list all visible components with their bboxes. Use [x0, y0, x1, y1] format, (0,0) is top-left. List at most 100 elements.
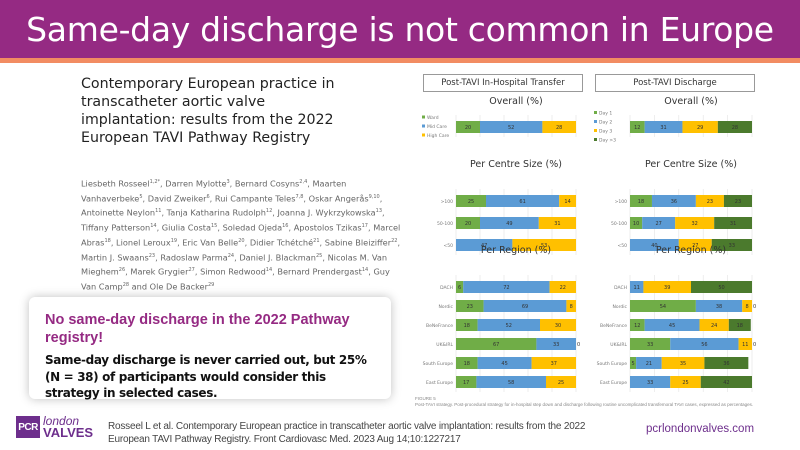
data-label: 31 [660, 125, 666, 131]
author-affiliation: 23 [148, 252, 156, 259]
author-affiliation: 22 [391, 237, 398, 244]
data-label: 40 [651, 243, 657, 249]
author-affiliation: 11 [155, 208, 162, 215]
figure-caption-text: Post-TAVI strategy. Post-procedural stra… [415, 402, 754, 407]
transfer-chart: Overall (%) 20 52 28 Per Centre Size (%) >100… [422, 96, 580, 392]
category-label: East Europe [426, 380, 453, 386]
discharge-chart: Overall (%) 12 31 29 28 Per Centre Size (%) >1… [594, 96, 756, 392]
data-label: 22 [560, 285, 566, 291]
bar-segment-mid-care [536, 338, 576, 350]
accent-divider [0, 58, 800, 63]
author-affiliation: 3 [226, 179, 230, 185]
discharge-panel-title: Post-TAVI Discharge [595, 74, 755, 92]
author-name: Martin J. Swaans [81, 252, 149, 263]
legend-label: High Care [427, 133, 449, 139]
bar-segment-mid-care [483, 300, 567, 312]
bar-segment-high-care [559, 195, 576, 207]
author-name: Eric Van Belle [182, 237, 239, 248]
data-label: 36 [723, 361, 729, 367]
legend-swatch [594, 120, 597, 123]
bar-segment-day-3 [717, 121, 752, 133]
category-label: UK&IRL [610, 342, 627, 348]
legend-label: Day >3 [599, 137, 616, 143]
author-name: Lionel Leroux [116, 237, 171, 248]
data-label: 27 [655, 221, 661, 227]
bar-segment-high-care [549, 281, 576, 293]
bar-segment-day-3 [704, 357, 749, 369]
paper-title: Contemporary European practice in transc… [81, 76, 335, 146]
data-label: 28 [556, 125, 562, 131]
category-label: DACH [440, 285, 453, 291]
bar-segment-day-3 [691, 281, 752, 293]
data-label: 33 [647, 380, 653, 386]
data-label: 33 [729, 243, 735, 249]
bar-segment-day-3 [678, 239, 712, 251]
logo-pcr-mark: PCR [16, 416, 40, 438]
website-link[interactable]: pcrlondonvalves.com [646, 423, 755, 435]
data-label: 45 [669, 323, 675, 329]
bar-segment-day-1 [630, 319, 645, 331]
subchart-title: Per Region (%) [481, 245, 551, 256]
data-label: 5 [631, 361, 634, 367]
bar-segment-ward [456, 217, 480, 229]
category-label: East Europe [600, 380, 627, 386]
data-label: 47 [481, 243, 487, 249]
data-label: 30 [555, 323, 561, 329]
data-label: 18 [737, 323, 743, 329]
bar-segment-day-3 [661, 357, 705, 369]
category-label: South Europe [597, 361, 628, 367]
data-label: 56 [701, 342, 707, 348]
data-label: 33 [647, 342, 653, 348]
data-label: 35 [680, 361, 686, 367]
data-label: 72 [503, 285, 509, 291]
data-label: 32 [691, 221, 697, 227]
bar-segment-ward [456, 281, 464, 293]
author-affiliation: 17 [361, 223, 368, 230]
data-label: 28 [732, 125, 738, 131]
category-label: >100 [441, 199, 453, 205]
author-affiliation: 24 [227, 252, 235, 259]
author-name: Oskar Angerås [308, 193, 369, 204]
bar-segment-mid-care [486, 195, 560, 207]
bar-segment-day-3 [738, 338, 752, 350]
category-label: 50-100 [437, 221, 453, 227]
subchart-title: Overall (%) [664, 96, 717, 107]
bar-segment-day-2 [642, 217, 676, 229]
bar-segment-ward [456, 121, 480, 133]
author-name: Darren Mylotte [165, 178, 227, 189]
data-label: 23 [707, 199, 713, 205]
author-affiliation: 14 [265, 267, 273, 274]
author-list: Liesbeth Rosseel1,2*, Darren Mylotte3, B… [81, 178, 401, 292]
pcr-london-valves-logo: PCR london VALVES [16, 414, 93, 439]
data-label: 8 [746, 304, 749, 310]
author-name: Guy Van Camp [81, 267, 390, 292]
key-finding-callout: No same-day discharge in the 2022 Pathwa… [29, 297, 391, 400]
author-name: Apostolos Tzikas [293, 222, 362, 233]
bar-segment-day-3 [742, 300, 752, 312]
subchart-title: Per Centre Size (%) [645, 159, 737, 170]
bar-segment-high-care [542, 121, 576, 133]
category-label: 50-100 [611, 221, 627, 227]
data-label: 12 [634, 323, 640, 329]
bar-segment-high-care [540, 319, 576, 331]
data-label: 61 [519, 199, 525, 205]
category-label: BeNeFrance [600, 323, 627, 329]
discharge-chart-panel: Post-TAVI Discharge Overall (%) 12 31 29 28 P… [590, 74, 790, 394]
bar-segment-day-1 [630, 121, 645, 133]
data-label: 23 [467, 304, 473, 310]
bar-segment-day-2 [630, 239, 679, 251]
data-label: 18 [638, 199, 644, 205]
author-name: Bernard Cosyns [234, 178, 300, 189]
bar-segment-day-3 [670, 376, 701, 388]
data-label: 20 [465, 221, 471, 227]
data-label: 29 [697, 125, 703, 131]
legend-swatch [422, 133, 425, 137]
data-label: 0 [577, 342, 580, 348]
data-label: 18 [464, 361, 470, 367]
category-label: <50 [618, 243, 628, 249]
logo-london-text: london [43, 414, 80, 428]
legend-swatch [422, 124, 425, 128]
author-affiliation: 20 [238, 237, 245, 244]
data-label: 0 [753, 342, 756, 348]
data-label: 31 [730, 221, 736, 227]
